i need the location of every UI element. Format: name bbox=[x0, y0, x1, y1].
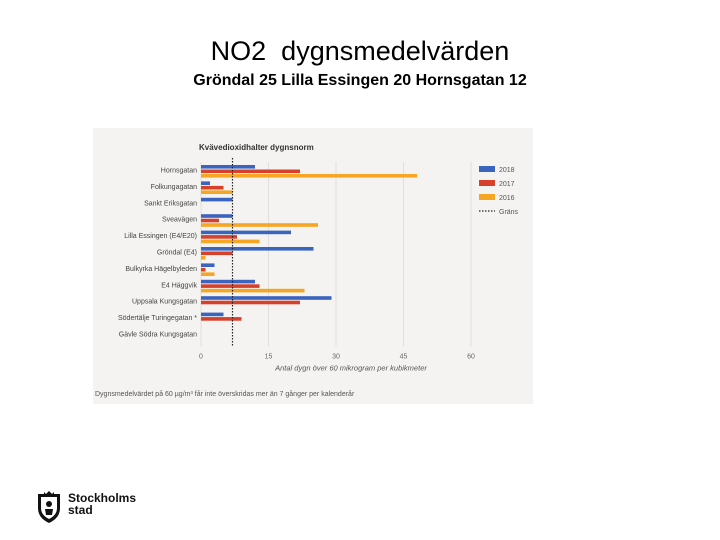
chart: Kvävedioxidhalter dygnsnorm 0 15 30 45 60 Horn… bbox=[93, 128, 533, 404]
legend-swatch-2018 bbox=[479, 166, 495, 172]
legend-label: Gräns bbox=[499, 209, 519, 216]
x-tick-label: 0 bbox=[199, 353, 203, 360]
x-tick-label: 15 bbox=[265, 353, 273, 360]
category-label: E4 Häggvik bbox=[161, 282, 197, 289]
bar-2018 bbox=[201, 263, 215, 267]
bar-2017 bbox=[201, 268, 206, 272]
stockholms-stad-logo: Stockholms stad bbox=[36, 490, 146, 526]
x-tick-label: 30 bbox=[332, 353, 340, 360]
chart-title: Kvävedioxidhalter dygnsnorm bbox=[199, 143, 314, 152]
legend-swatch-2017 bbox=[479, 180, 495, 186]
category-label: Uppsala Kungsgatan bbox=[132, 299, 197, 306]
bar-2016 bbox=[201, 190, 233, 194]
bar-2017 bbox=[201, 252, 233, 256]
city-crest-icon bbox=[36, 490, 62, 524]
bar-2018 bbox=[201, 313, 224, 317]
bar-2016 bbox=[201, 223, 318, 227]
legend-label: 2017 bbox=[499, 181, 515, 188]
bar-2017 bbox=[201, 301, 300, 305]
x-tick-label: 60 bbox=[467, 353, 475, 360]
category-label: Sveavägen bbox=[162, 217, 197, 224]
bar-2016 bbox=[201, 256, 206, 260]
chart-container: Kvävedioxidhalter dygnsnorm 0 15 30 45 60 Horn… bbox=[93, 128, 533, 404]
category-label: Sankt Eriksgatan bbox=[144, 200, 197, 207]
category-label: Bulkyrka Hägelbyleden bbox=[125, 266, 197, 273]
bar-2018 bbox=[201, 280, 255, 284]
bar-2017 bbox=[201, 284, 260, 288]
category-label: Folkungagatan bbox=[151, 184, 197, 191]
chart-footnote: Dygnsmedelvärdet på 60 µg/m³ får inte öv… bbox=[95, 390, 355, 398]
category-label: Hornsgatan bbox=[161, 168, 197, 175]
bar-2018 bbox=[201, 198, 233, 202]
legend-swatch-2016 bbox=[479, 194, 495, 200]
bar-2018 bbox=[201, 165, 255, 169]
bar-2016 bbox=[201, 174, 417, 178]
bar-2018 bbox=[201, 181, 210, 185]
category-label: Gävle Södra Kungsgatan bbox=[119, 332, 197, 339]
logo-line2: stad bbox=[68, 504, 136, 516]
slide-title: NO2 dygnsmedelvärden bbox=[0, 36, 720, 67]
bar-2017 bbox=[201, 170, 300, 174]
bar-2016 bbox=[201, 240, 260, 244]
bar-2018 bbox=[201, 231, 291, 235]
category-label: Gröndal (E4) bbox=[157, 250, 197, 257]
bar-2018 bbox=[201, 214, 233, 218]
bar-2017 bbox=[201, 317, 242, 321]
bar-2018 bbox=[201, 247, 314, 251]
bar-2017 bbox=[201, 186, 224, 190]
x-axis-label: Antal dygn över 60 mikrogram per kubikme… bbox=[274, 363, 427, 372]
bar-2017 bbox=[201, 219, 219, 223]
slide-subtitle: Gröndal 25 Lilla Essingen 20 Hornsgatan … bbox=[0, 72, 720, 90]
category-label: Lilla Essingen (E4/E20) bbox=[124, 233, 197, 240]
bar-2017 bbox=[201, 235, 237, 239]
bar-2016 bbox=[201, 272, 215, 276]
bar-2018 bbox=[201, 296, 332, 300]
logo-wordmark: Stockholms stad bbox=[68, 492, 136, 516]
x-tick-label: 45 bbox=[400, 353, 408, 360]
category-label: Södertälje Turingegatan * bbox=[118, 315, 197, 322]
legend-label: 2018 bbox=[499, 167, 515, 174]
legend-label: 2016 bbox=[499, 195, 515, 202]
bar-2016 bbox=[201, 289, 305, 293]
